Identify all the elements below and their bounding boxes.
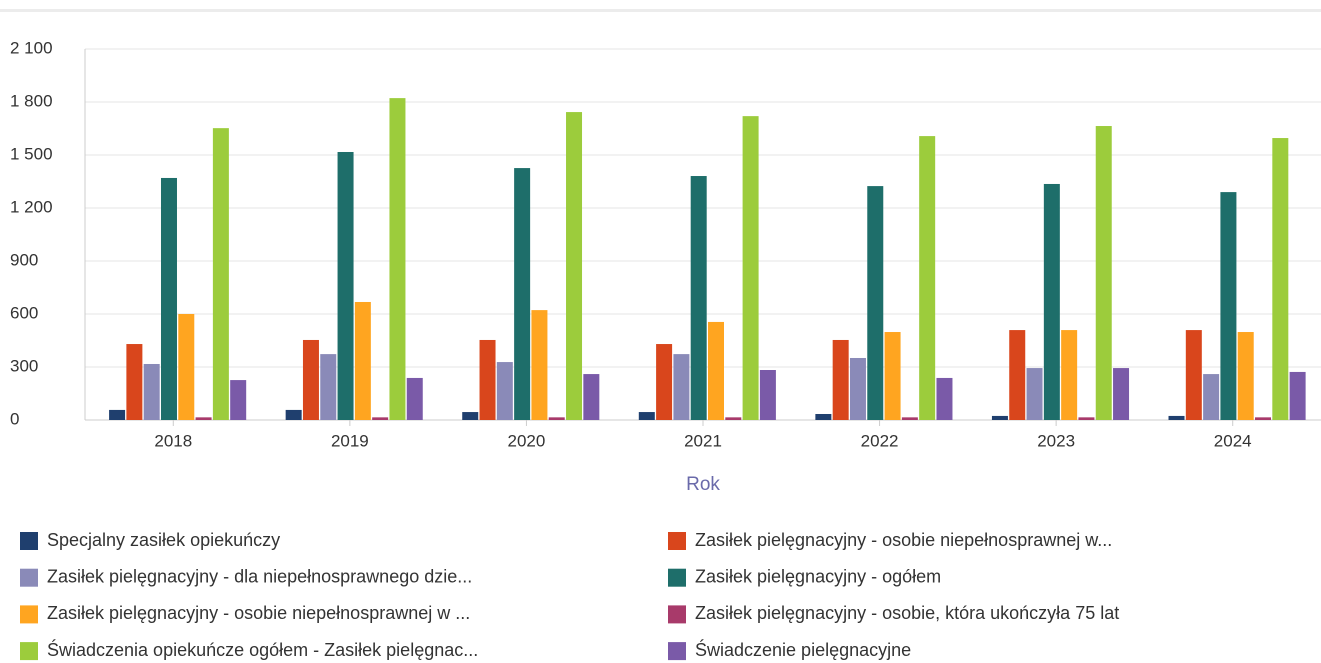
bar — [372, 417, 389, 420]
bar — [496, 362, 513, 420]
bar — [638, 412, 655, 420]
bar — [354, 301, 371, 420]
bar — [1237, 332, 1254, 420]
bar — [479, 339, 496, 420]
legend-label: Zasiłek pielęgnacyjny - dla niepełnospra… — [47, 566, 472, 586]
bar — [849, 357, 866, 420]
y-tick-label: 0 — [10, 409, 19, 428]
bar — [514, 168, 531, 420]
legend-swatch — [20, 642, 38, 661]
bar — [867, 186, 884, 420]
top-border — [0, 9, 1321, 12]
bar — [566, 112, 583, 420]
bar — [1009, 330, 1026, 420]
bar — [285, 409, 302, 420]
bar — [936, 377, 953, 420]
legend-label: Świadczenie pielęgnacyjne — [695, 639, 911, 660]
bar — [548, 417, 565, 420]
legend-swatch — [20, 568, 38, 587]
x-tick-label: 2021 — [684, 431, 722, 450]
bar — [143, 363, 160, 420]
bar — [1289, 371, 1306, 420]
bar — [759, 370, 776, 420]
bar — [126, 344, 143, 420]
bar — [1095, 126, 1112, 420]
bar — [1185, 330, 1202, 420]
y-tick-label: 600 — [10, 303, 38, 322]
bar — [320, 354, 337, 420]
bar — [815, 413, 832, 420]
bar — [462, 412, 479, 420]
bar — [109, 409, 126, 420]
y-tick-label: 900 — [10, 250, 38, 269]
x-tick-label: 2024 — [1214, 431, 1252, 450]
legend-label: Zasiłek pielęgnacyjny - ogółem — [695, 566, 941, 586]
legend-swatch — [668, 642, 686, 661]
x-tick-label: 2018 — [154, 431, 192, 450]
bar — [160, 177, 177, 420]
bar — [406, 377, 423, 420]
x-tick-label: 2022 — [861, 431, 899, 450]
y-tick-label: 2 100 — [10, 38, 53, 57]
bar — [583, 374, 600, 420]
legend-label: Zasiłek pielęgnacyjny - osobie niepełnos… — [695, 530, 1112, 550]
x-axis-label: Rok — [686, 474, 720, 495]
bar — [832, 339, 849, 420]
legend-label: Zasiłek pielęgnacyjny - osobie niepełnos… — [47, 603, 470, 623]
bar — [195, 417, 212, 420]
legend-swatch — [668, 605, 686, 624]
bar — [884, 332, 901, 420]
legend-label: Świadczenia opiekuńcze ogółem - Zasiłek … — [47, 639, 478, 660]
x-tick-label: 2020 — [508, 431, 546, 450]
x-tick-label: 2023 — [1037, 431, 1075, 450]
bar — [673, 354, 690, 420]
bar — [1220, 192, 1237, 420]
bar — [302, 339, 319, 420]
x-tick-label: 2019 — [331, 431, 369, 450]
bar — [230, 380, 247, 420]
y-tick-label: 300 — [10, 356, 38, 375]
bar — [1272, 138, 1289, 421]
bar — [178, 314, 195, 420]
bar — [212, 128, 229, 420]
bar — [389, 98, 406, 420]
bar — [1113, 368, 1130, 420]
bar — [919, 136, 936, 420]
bar — [1026, 368, 1043, 420]
y-tick-label: 1 200 — [10, 197, 53, 216]
bar — [725, 417, 742, 420]
legend-swatch — [20, 605, 38, 624]
bar — [1043, 183, 1060, 420]
bar — [1255, 417, 1272, 420]
legend-swatch — [668, 532, 686, 550]
bar — [901, 417, 918, 420]
bar — [656, 344, 673, 420]
bar — [1168, 415, 1185, 420]
legend-swatch — [668, 568, 686, 587]
bar — [337, 151, 354, 420]
bar — [742, 116, 759, 420]
legend-label: Specjalny zasiłek opiekuńczy — [47, 530, 280, 550]
bar — [1203, 374, 1220, 420]
bar — [1061, 330, 1078, 420]
bar — [531, 310, 548, 420]
legend-label: Zasiłek pielęgnacyjny - osobie, która uk… — [695, 603, 1119, 623]
bar — [690, 176, 707, 420]
legend-swatch — [20, 532, 38, 550]
y-tick-label: 1 500 — [10, 144, 53, 163]
y-tick-label: 1 800 — [10, 91, 53, 110]
bar — [1078, 417, 1095, 420]
bar — [708, 321, 724, 420]
bar — [991, 415, 1008, 420]
